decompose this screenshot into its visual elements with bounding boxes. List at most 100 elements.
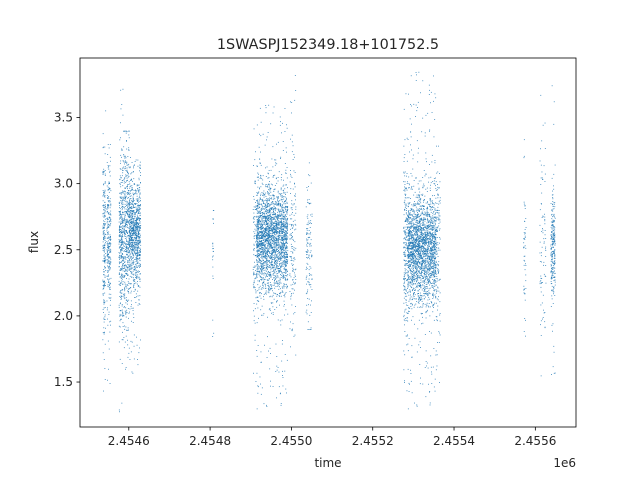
- data-point: [258, 237, 260, 239]
- data-point: [133, 210, 134, 211]
- data-point: [106, 241, 108, 242]
- data-point: [131, 247, 133, 248]
- data-point: [253, 315, 255, 317]
- data-point: [134, 243, 135, 245]
- data-point: [270, 191, 272, 193]
- data-point: [279, 393, 281, 395]
- data-point: [261, 265, 263, 267]
- data-point: [280, 248, 281, 250]
- data-point: [258, 239, 260, 241]
- data-point: [278, 203, 280, 205]
- data-point: [276, 232, 277, 234]
- data-point: [139, 215, 141, 217]
- data-point: [103, 247, 105, 248]
- data-point: [276, 277, 277, 279]
- data-point: [280, 198, 282, 200]
- data-point: [280, 282, 282, 284]
- data-point: [133, 280, 135, 282]
- data-point: [276, 228, 278, 230]
- data-point: [276, 261, 278, 263]
- data-point: [272, 146, 274, 148]
- data-point: [124, 222, 126, 224]
- data-point: [291, 288, 293, 290]
- data-point: [265, 273, 267, 275]
- data-point: [135, 263, 137, 265]
- data-point: [263, 208, 265, 210]
- data-point: [139, 239, 141, 241]
- data-point: [271, 284, 273, 286]
- data-point: [128, 130, 130, 132]
- data-point: [265, 209, 267, 211]
- data-point: [256, 200, 258, 201]
- data-point: [105, 253, 107, 254]
- data-point: [133, 222, 135, 223]
- data-point: [257, 210, 259, 212]
- data-point: [271, 248, 273, 249]
- data-point: [133, 167, 134, 169]
- data-point: [136, 244, 137, 246]
- data-point: [280, 257, 282, 259]
- data-point: [103, 238, 105, 240]
- data-point: [129, 240, 131, 242]
- data-point: [122, 233, 123, 235]
- data-point: [125, 157, 127, 159]
- data-point: [269, 260, 270, 261]
- data-point: [258, 245, 260, 247]
- data-point: [265, 186, 267, 188]
- data-point: [269, 230, 270, 232]
- data-point: [123, 229, 125, 231]
- data-point: [257, 218, 259, 220]
- data-point: [281, 257, 283, 259]
- data-point: [283, 219, 285, 221]
- data-point: [306, 292, 308, 294]
- data-point: [277, 244, 279, 245]
- data-point: [273, 282, 275, 284]
- data-point: [268, 237, 270, 239]
- data-point: [124, 157, 126, 159]
- data-point: [287, 187, 288, 189]
- data-point: [281, 343, 283, 345]
- data-point: [127, 248, 129, 250]
- data-point: [122, 192, 124, 194]
- data-point: [264, 205, 265, 207]
- data-point: [268, 243, 270, 245]
- data-point: [133, 261, 135, 263]
- data-point: [265, 285, 266, 287]
- data-point: [278, 240, 280, 242]
- data-point: [260, 234, 262, 236]
- data-point: [286, 227, 288, 229]
- data-point: [131, 189, 133, 190]
- data-point: [284, 226, 285, 227]
- data-point: [129, 237, 130, 239]
- data-point: [267, 269, 268, 271]
- data-point: [136, 238, 137, 239]
- data-point: [125, 269, 126, 271]
- data-point: [103, 213, 105, 215]
- data-point: [107, 278, 109, 280]
- data-point: [292, 232, 293, 233]
- data-point: [127, 281, 129, 283]
- data-point: [291, 246, 292, 248]
- data-point: [267, 285, 269, 286]
- data-point: [118, 214, 120, 216]
- data-point: [119, 228, 120, 230]
- data-point: [128, 288, 130, 290]
- data-point: [137, 258, 139, 260]
- data-point: [284, 255, 286, 257]
- data-point: [132, 262, 134, 264]
- data-point: [273, 223, 274, 225]
- data-point: [135, 275, 137, 277]
- data-point: [278, 209, 279, 211]
- data-point: [130, 238, 132, 240]
- data-point: [285, 226, 287, 228]
- data-point: [108, 236, 109, 238]
- data-point: [267, 230, 269, 232]
- data-point: [129, 238, 130, 240]
- data-point: [271, 217, 273, 219]
- data-point: [308, 298, 310, 300]
- data-point: [108, 196, 110, 198]
- data-point: [268, 206, 270, 207]
- data-point: [284, 163, 286, 164]
- data-point: [307, 249, 308, 251]
- data-point: [136, 249, 138, 250]
